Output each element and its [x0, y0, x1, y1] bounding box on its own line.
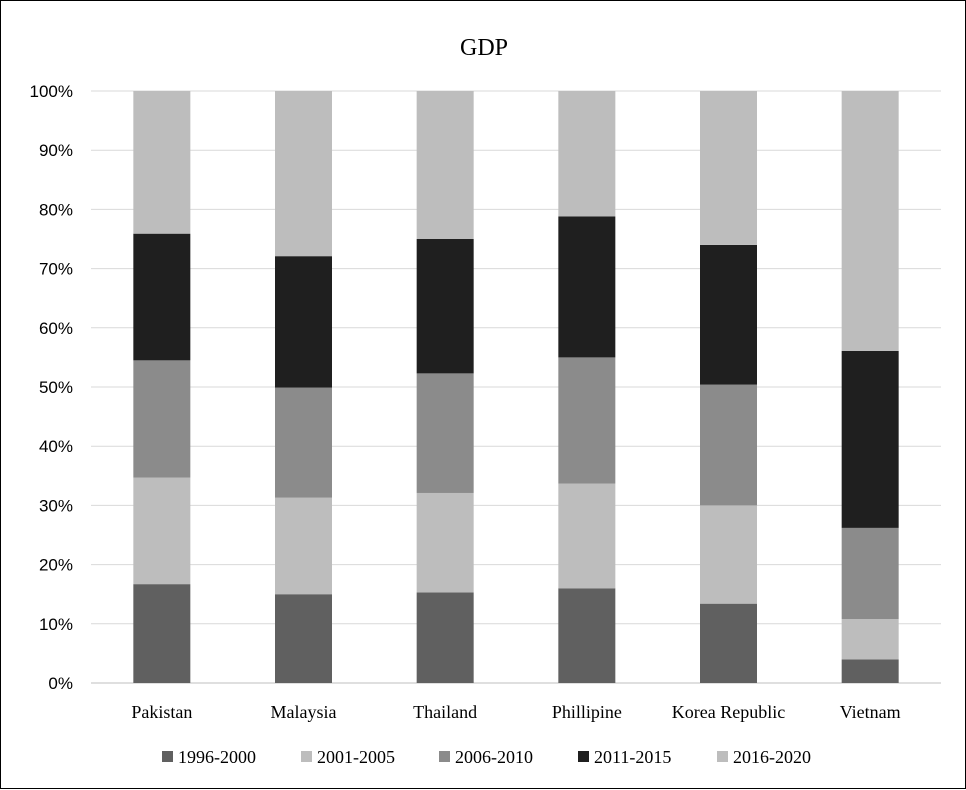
y-tick-label: 100% — [30, 82, 73, 101]
y-tick-label: 50% — [39, 378, 73, 397]
y-tick-label: 60% — [39, 319, 73, 338]
bar-segment-malaysia-2006-2010 — [275, 387, 332, 498]
bar-segment-pakistan-1996-2000 — [133, 584, 191, 683]
y-tick-label: 20% — [39, 556, 73, 575]
bar-segment-thailand-2006-2010 — [416, 373, 474, 493]
bar-segment-thailand-2016-2020 — [416, 91, 474, 239]
y-tick-label: 0% — [48, 674, 73, 693]
bar-segment-pakistan-2011-2015 — [133, 233, 191, 361]
legend-label: 2001-2005 — [317, 747, 395, 767]
legend-label: 2011-2015 — [594, 747, 671, 767]
bar-segment-pakistan-2006-2010 — [133, 360, 191, 478]
x-axis-ticks: Pakistan Malaysia Thailand Phillipine Korea … — [131, 702, 900, 722]
bar-segment-korea-republic-1996-2000 — [700, 603, 757, 683]
legend-swatch — [162, 751, 173, 762]
bar-segment-korea-republic-2011-2015 — [700, 244, 757, 385]
bar-segment-korea-republic-2001-2005 — [700, 505, 757, 604]
x-tick-label: Vietnam — [840, 702, 901, 722]
legend-swatch — [578, 751, 589, 762]
chart-title: GDP — [460, 35, 508, 61]
y-tick-label: 90% — [39, 141, 73, 160]
x-tick-label: Phillipine — [552, 702, 622, 722]
y-tick-label: 10% — [39, 615, 73, 634]
bar-segment-malaysia-2011-2015 — [275, 256, 332, 388]
bar-segment-phillipine-2011-2015 — [558, 216, 616, 358]
y-axis-ticks: 0% 10% 20% 30% 40% 50% 60% 70% 80% 90% 100% — [30, 82, 73, 693]
bar-segment-malaysia-1996-2000 — [275, 594, 332, 683]
bar-segment-malaysia-2016-2020 — [275, 91, 332, 257]
legend-label: 1996-2000 — [178, 747, 256, 767]
x-tick-label: Pakistan — [131, 702, 192, 722]
y-tick-label: 30% — [39, 496, 73, 515]
y-tick-label: 70% — [39, 260, 73, 279]
x-tick-label: Thailand — [413, 702, 477, 722]
bar-segment-pakistan-2001-2005 — [133, 477, 191, 585]
bar-segment-vietnam-2016-2020 — [841, 91, 899, 351]
legend-label: 2016-2020 — [733, 747, 811, 767]
legend-swatch — [717, 751, 728, 762]
bar-segment-thailand-2001-2005 — [416, 492, 474, 593]
bar-segment-thailand-2011-2015 — [416, 239, 474, 374]
legend-swatch — [301, 751, 312, 762]
legend-swatch — [439, 751, 450, 762]
bar-segment-thailand-1996-2000 — [416, 592, 474, 683]
bars — [133, 91, 899, 683]
bar-segment-malaysia-2001-2005 — [275, 497, 332, 595]
x-tick-label: Korea Republic — [672, 702, 785, 722]
y-tick-label: 40% — [39, 437, 73, 456]
bar-segment-phillipine-2001-2005 — [558, 483, 616, 589]
gridlines — [91, 90, 941, 684]
bar-segment-vietnam-1996-2000 — [841, 659, 899, 683]
bar-segment-phillipine-1996-2000 — [558, 588, 616, 683]
y-tick-label: 80% — [39, 200, 73, 219]
bar-segment-phillipine-2016-2020 — [558, 91, 616, 217]
legend: 1996-2000 2001-2005 2006-2010 2011-2015 2016… — [162, 747, 811, 767]
bar-segment-pakistan-2016-2020 — [133, 91, 191, 234]
bar-segment-korea-republic-2016-2020 — [700, 91, 757, 245]
bar-segment-phillipine-2006-2010 — [558, 357, 616, 484]
bar-segment-vietnam-2001-2005 — [841, 619, 899, 660]
x-tick-label: Malaysia — [271, 702, 337, 722]
legend-label: 2006-2010 — [455, 747, 533, 767]
bar-segment-vietnam-2011-2015 — [841, 350, 899, 528]
bar-segment-korea-republic-2006-2010 — [700, 384, 757, 506]
bar-segment-vietnam-2006-2010 — [841, 527, 899, 620]
